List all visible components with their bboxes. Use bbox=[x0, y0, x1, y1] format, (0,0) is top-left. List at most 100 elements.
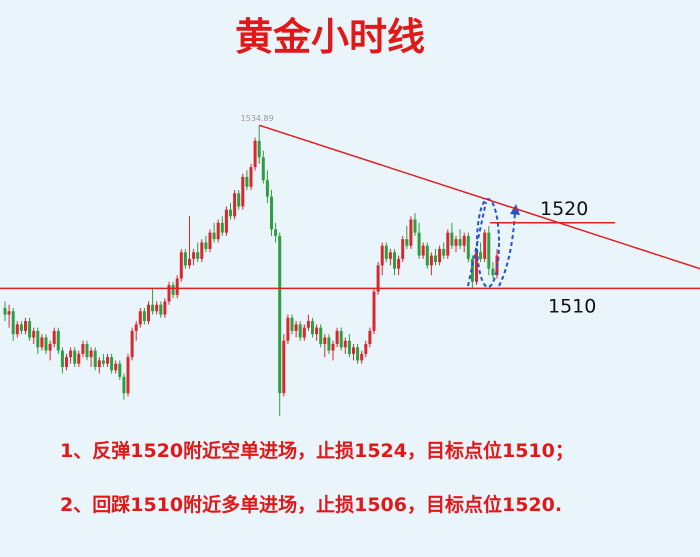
candle-body bbox=[179, 252, 183, 279]
candle-body bbox=[388, 252, 392, 259]
candle-body bbox=[106, 357, 109, 364]
candle-body bbox=[241, 176, 245, 207]
candle-body bbox=[19, 324, 23, 331]
candle-body bbox=[147, 304, 150, 322]
candle-body bbox=[491, 268, 495, 276]
annotation: 2、回踩1510附近多单进场，止损1506，目标点位1520. bbox=[60, 493, 562, 516]
level-label: 1510 bbox=[548, 295, 596, 317]
candle-body bbox=[65, 357, 68, 367]
candle-body bbox=[257, 140, 261, 158]
candle-body bbox=[306, 321, 310, 328]
candle-body bbox=[81, 344, 85, 354]
candle-body bbox=[290, 317, 294, 331]
candle-body bbox=[151, 304, 155, 312]
candle-body bbox=[405, 239, 409, 246]
candle-body bbox=[126, 357, 130, 394]
candle-body bbox=[85, 344, 89, 358]
candles bbox=[3, 125, 499, 417]
candle-body bbox=[60, 350, 64, 367]
candle-body bbox=[32, 330, 36, 338]
candle-body bbox=[384, 245, 388, 259]
candle-body bbox=[52, 330, 56, 345]
candle-body bbox=[175, 278, 179, 295]
candle-body bbox=[163, 301, 167, 315]
candle-body bbox=[48, 344, 52, 351]
candle-body bbox=[335, 330, 339, 345]
candle-body bbox=[360, 353, 364, 361]
candle-body bbox=[56, 330, 60, 351]
candle-body bbox=[3, 307, 7, 315]
candle-body bbox=[372, 291, 376, 331]
candle-body bbox=[278, 235, 282, 394]
candle-body bbox=[245, 176, 249, 187]
candle-body bbox=[364, 344, 368, 354]
candle-body bbox=[470, 258, 474, 282]
candle-body bbox=[188, 258, 191, 266]
candle-body bbox=[270, 196, 273, 230]
candle-body bbox=[167, 285, 171, 302]
candle-body bbox=[118, 363, 122, 377]
candle-body bbox=[434, 255, 437, 263]
candle-body bbox=[122, 376, 126, 394]
candle-body bbox=[298, 324, 302, 338]
annotation: 1、反弹1520附近空单进场，止损1524，目标点位1510； bbox=[60, 439, 574, 462]
candle-body bbox=[159, 304, 163, 315]
candle-body bbox=[77, 353, 81, 364]
candle-body bbox=[233, 193, 237, 217]
candle-body bbox=[93, 350, 97, 367]
candle-body bbox=[69, 350, 73, 358]
candle-body bbox=[450, 232, 454, 246]
candle-body bbox=[101, 360, 105, 364]
candle-body bbox=[425, 245, 429, 266]
candle-body bbox=[138, 311, 142, 325]
candle-body bbox=[142, 311, 146, 322]
candle-body bbox=[421, 245, 425, 256]
candle-body bbox=[196, 252, 200, 259]
chart-title: 黄金小时线 bbox=[235, 15, 425, 59]
candle-body bbox=[237, 193, 241, 207]
candle-body bbox=[323, 337, 327, 345]
candle-body bbox=[483, 232, 487, 259]
candle-body bbox=[114, 363, 118, 371]
candle-body bbox=[261, 157, 265, 181]
candle-body bbox=[397, 258, 401, 269]
candle-body bbox=[204, 242, 208, 250]
candle-body bbox=[110, 357, 114, 371]
candle-body bbox=[249, 167, 253, 187]
candle-body bbox=[28, 321, 32, 338]
level-label: 1520 bbox=[540, 198, 588, 220]
candle-body bbox=[220, 222, 224, 233]
candle-body bbox=[44, 337, 48, 351]
candle-body bbox=[224, 209, 228, 233]
candle-body bbox=[462, 235, 466, 246]
candle-body bbox=[216, 222, 220, 240]
candle-body bbox=[413, 219, 417, 233]
candle-body bbox=[40, 337, 44, 348]
candle-body bbox=[171, 285, 175, 295]
candle-body bbox=[36, 330, 40, 348]
candle-body bbox=[89, 350, 93, 358]
candle-body bbox=[282, 340, 286, 394]
trend-line bbox=[258, 124, 700, 270]
candle-body bbox=[331, 344, 335, 351]
candle-body bbox=[487, 232, 491, 269]
candle-body bbox=[327, 337, 331, 351]
candle-body bbox=[401, 239, 405, 259]
candle-body bbox=[311, 321, 314, 335]
candle-body bbox=[155, 304, 159, 312]
candle-body bbox=[417, 232, 421, 256]
candle-body bbox=[393, 252, 396, 269]
candle-body bbox=[315, 327, 319, 335]
candle-body bbox=[200, 242, 204, 259]
candle-body bbox=[15, 324, 19, 335]
candle-body bbox=[130, 330, 134, 358]
candle-body bbox=[208, 232, 212, 250]
candle-body bbox=[343, 340, 347, 348]
candle-body bbox=[302, 327, 306, 338]
candle-body bbox=[134, 324, 138, 331]
candle-body bbox=[319, 327, 323, 345]
candle-body bbox=[294, 324, 298, 331]
